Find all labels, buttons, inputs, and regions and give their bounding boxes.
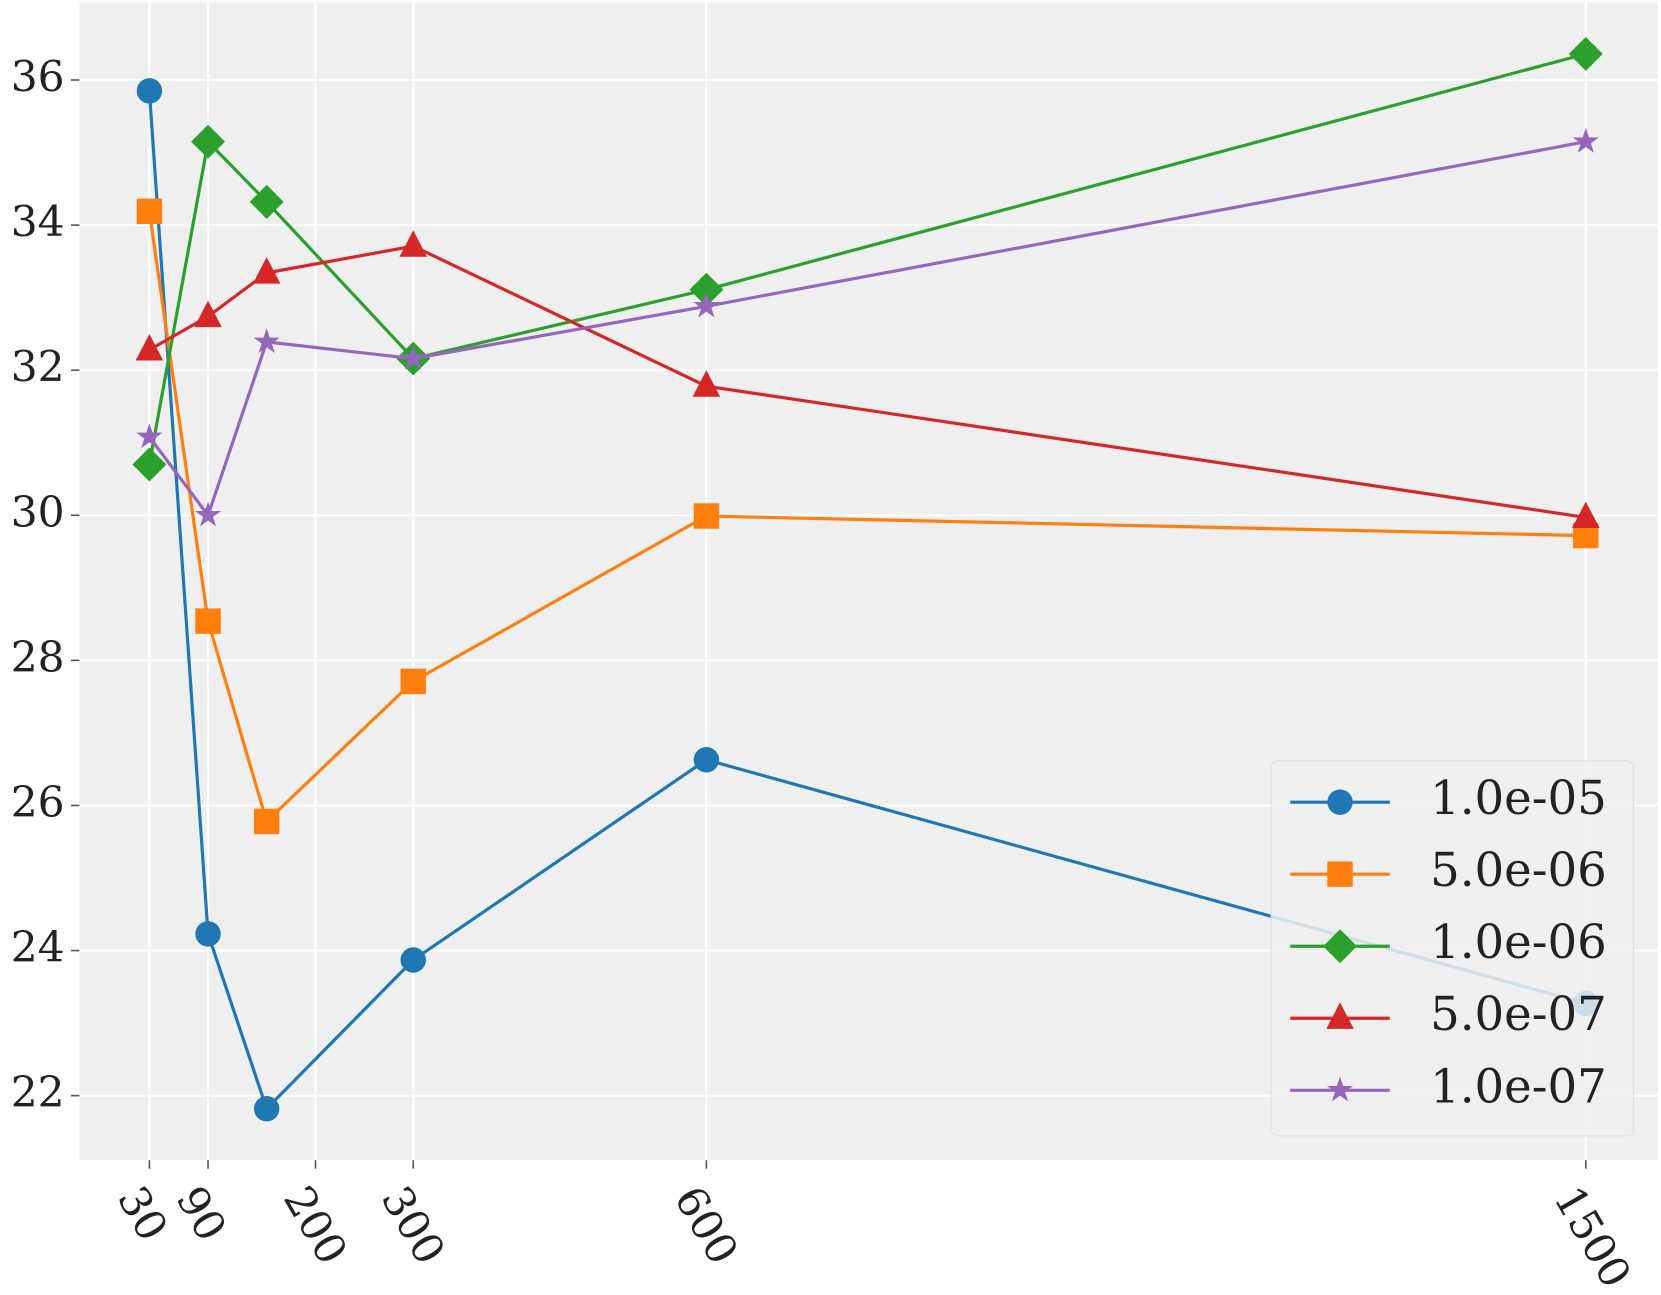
x-tick-label: 200 xyxy=(274,1178,357,1273)
legend-marker xyxy=(1326,1002,1354,1029)
data-point xyxy=(253,808,280,835)
x-tick-label: 1500 xyxy=(1544,1178,1640,1295)
data-point xyxy=(136,198,163,225)
legend-label: 5.0e-07 xyxy=(1430,987,1607,1041)
x-tick-label: 90 xyxy=(167,1178,236,1249)
data-point xyxy=(194,501,222,527)
y-tick-label: 36 xyxy=(11,52,65,101)
data-point xyxy=(136,423,163,449)
data-point xyxy=(135,333,164,361)
legend-label: 1.0e-06 xyxy=(1430,915,1607,969)
data-point xyxy=(253,328,280,354)
data-point xyxy=(693,503,720,529)
legend-marker xyxy=(1323,929,1357,964)
x-tick-label: 600 xyxy=(665,1178,748,1273)
data-point xyxy=(1572,127,1599,153)
legend: 1.0e-05 5.0e-06 1.0e-06 5.0e-07 1.0e-07 xyxy=(1270,760,1634,1137)
x-tick-label: 30 xyxy=(108,1178,177,1249)
series-line xyxy=(148,140,1587,519)
y-tick-label: 32 xyxy=(11,342,65,391)
data-point xyxy=(132,447,167,482)
y-tick-label: 28 xyxy=(11,632,65,681)
data-point xyxy=(191,124,225,159)
legend-label: 5.0e-06 xyxy=(1430,843,1607,897)
data-point xyxy=(1568,36,1603,71)
y-tick-label: 34 xyxy=(11,197,65,246)
data-point xyxy=(249,184,284,219)
series-line xyxy=(147,211,1586,825)
data-point xyxy=(400,668,426,695)
data-point xyxy=(399,230,428,257)
x-tick-label: 300 xyxy=(372,1178,455,1273)
data-point xyxy=(689,272,724,307)
data-point xyxy=(400,344,427,370)
data-point xyxy=(693,747,720,773)
data-point xyxy=(1572,501,1600,529)
y-tick-label: 26 xyxy=(11,777,65,826)
legend-marker xyxy=(1327,789,1353,815)
legend-label: 1.0e-05 xyxy=(1430,771,1607,825)
data-point xyxy=(692,370,721,397)
data-point xyxy=(194,300,222,328)
legend-box xyxy=(1270,760,1634,1137)
data-point xyxy=(400,947,426,973)
data-point xyxy=(195,921,221,947)
y-tick-label: 22 xyxy=(11,1068,65,1117)
y-tick-label: 24 xyxy=(11,923,65,972)
data-point xyxy=(252,257,281,284)
data-point xyxy=(136,78,163,104)
series-line xyxy=(147,90,1587,1112)
series-line xyxy=(147,52,1587,465)
data-point xyxy=(253,1095,280,1122)
legend-marker xyxy=(1326,1076,1354,1102)
y-tick-label: 30 xyxy=(11,487,65,536)
legend-label: 1.0e-07 xyxy=(1430,1059,1607,1113)
data-point xyxy=(195,608,221,634)
legend-marker xyxy=(1327,861,1353,887)
data-point xyxy=(693,292,720,318)
